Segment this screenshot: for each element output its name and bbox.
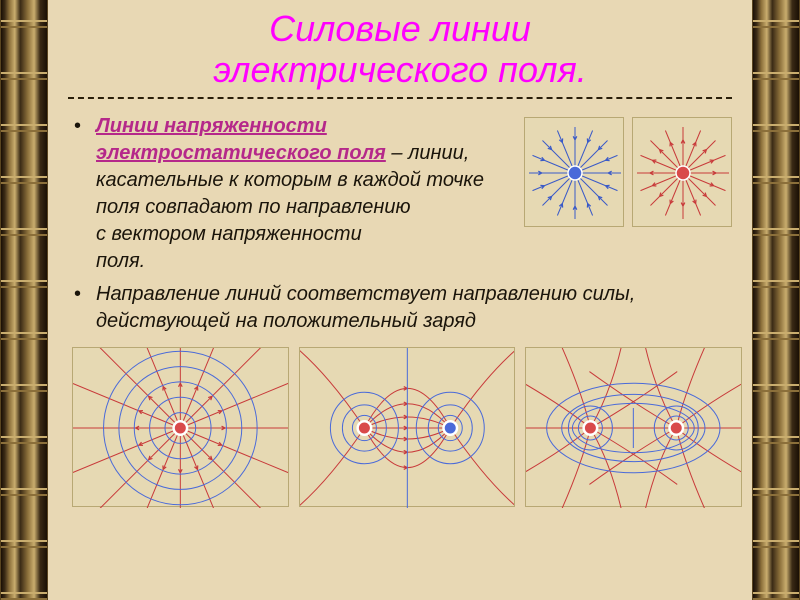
diagram-dipole: [299, 347, 516, 507]
definition-dash: –: [386, 142, 408, 164]
direction-line1: Направление линий соответствует направле…: [96, 283, 635, 305]
diagram-single-positive: [72, 347, 289, 507]
slide-content: Силовые линии электрического поля. Линии…: [48, 0, 752, 600]
slide-title: Силовые линии электрического поля.: [68, 8, 732, 91]
equipotential-diagrams-row: [68, 347, 732, 507]
bullet-definition: Линии напряженности электростатического …: [96, 113, 732, 275]
decorative-border-left: [0, 0, 48, 600]
bullet-list: Линии напряженности электростатического …: [68, 113, 732, 335]
definition-term: Линии напряженности электростатического …: [96, 115, 386, 164]
point-charge-diagrams: [524, 113, 732, 275]
positive-charge-diagram: [632, 117, 732, 227]
diagram-like-pair: [525, 347, 742, 507]
bullet-direction: Направление линий соответствует направле…: [96, 281, 732, 335]
title-line-1: Силовые линии: [269, 8, 531, 49]
decorative-border-right: [752, 0, 800, 600]
definition-rest3: поля.: [96, 250, 145, 272]
negative-charge-diagram: [524, 117, 624, 227]
title-line-2: электрического поля.: [213, 49, 586, 90]
direction-line2: действующей на положительный заряд: [96, 310, 476, 332]
definition-rest2: с вектором напряженности: [96, 223, 362, 245]
title-divider: [68, 97, 732, 99]
definition-text: Линии напряженности электростатического …: [96, 113, 514, 275]
